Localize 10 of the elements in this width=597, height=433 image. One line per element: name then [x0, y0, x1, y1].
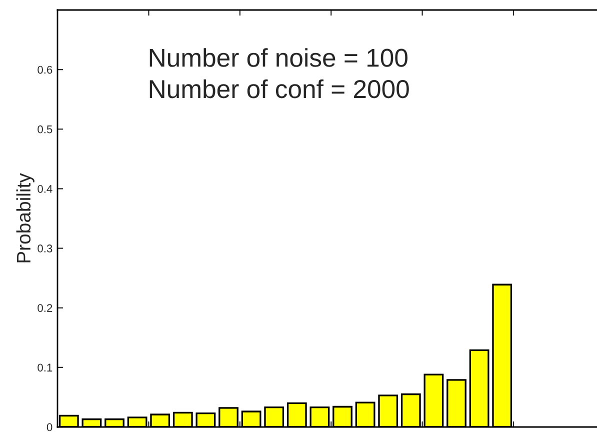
y-tick-label: 0.2 — [38, 304, 52, 312]
y-tick-label: 0.5 — [38, 125, 52, 134]
y-tick-label: 0.6 — [38, 66, 52, 74]
annotation: Number of noise = 100 — [150, 48, 408, 67]
annotation: Number of conf = 2000 — [150, 79, 409, 98]
y-tick-label: 0 — [46, 423, 52, 432]
y-axis-title: Probability — [16, 173, 34, 262]
y-tick-label: 0.1 — [38, 364, 52, 372]
y-tick-label: 0.4 — [38, 184, 52, 193]
y-tick-label: 0.3 — [38, 244, 52, 252]
